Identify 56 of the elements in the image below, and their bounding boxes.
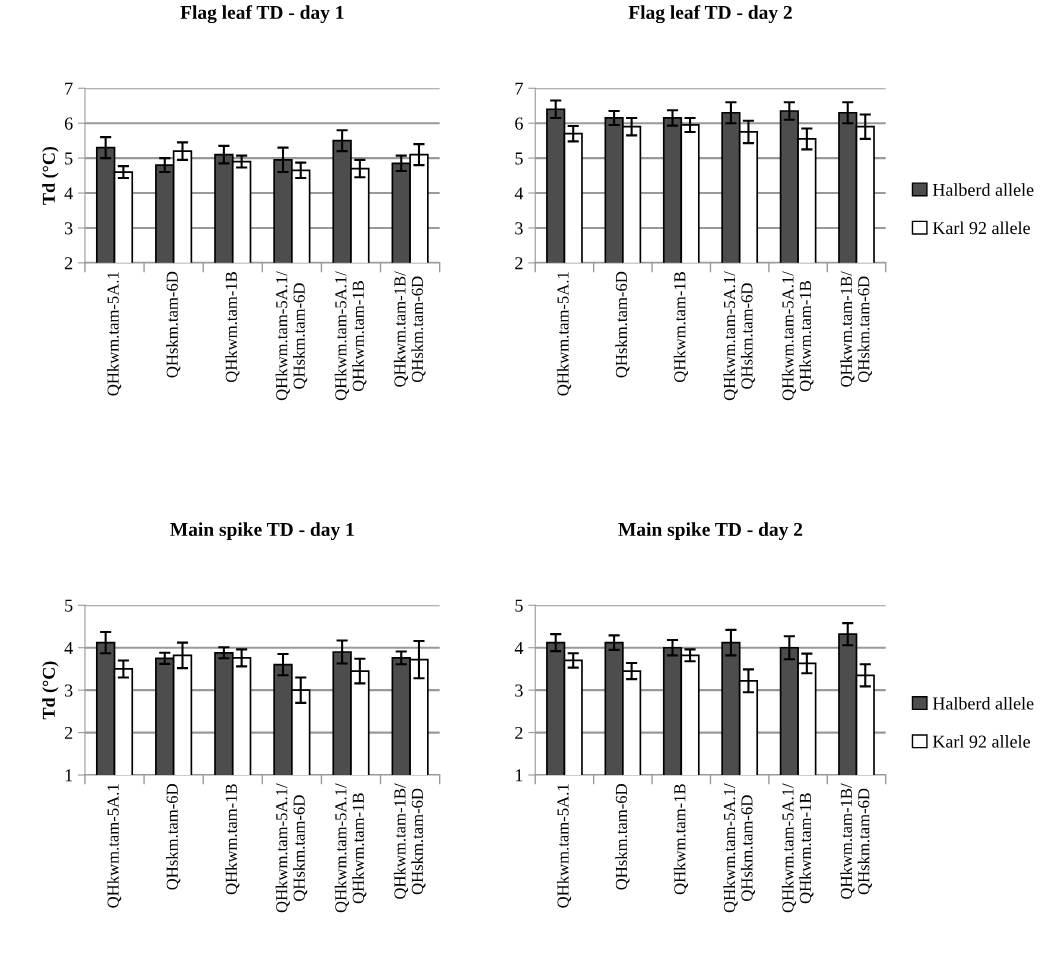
- y-tick-label: 2: [64, 726, 73, 739]
- x-tick-label: QHkwm.tam-5A.1/ QHkwm.tam-1B: [781, 783, 814, 913]
- y-tick-label: 3: [64, 222, 73, 235]
- y-tick-label: 7: [515, 82, 523, 95]
- y-axis-title: Td (°C): [42, 661, 59, 720]
- x-tick-label: QHkwm.tam-5A.1/ QHskm.tam-6D: [723, 783, 756, 913]
- x-tick-label: QHkwm.tam-5A.1: [556, 272, 572, 396]
- chart-title: Flag leaf TD - day 2: [628, 5, 792, 24]
- x-tick-label: QHkwm.tam-1B: [225, 272, 240, 383]
- x-tick-label: QHskm.tam-6D: [615, 271, 630, 378]
- x-tick-label: QHkwm.tam-1B: [225, 784, 240, 895]
- y-tick-label: 2: [515, 257, 523, 270]
- x-tick-label: QHkwm.tam-5A.1/ QHkwm.tam-1B: [781, 271, 814, 401]
- y-tick-label: 5: [65, 599, 73, 612]
- x-tick-label: QHkwm.tam-1B/ QHskm.tam-6D: [840, 271, 872, 387]
- y-tick-label: 7: [65, 82, 73, 95]
- y-tick-label: 1: [65, 769, 73, 782]
- y-tick-label: 2: [64, 257, 73, 270]
- y-tick-label: 2: [515, 726, 523, 739]
- legend-label: Karl 92 allele: [932, 221, 1030, 235]
- y-tick-label: 3: [515, 222, 523, 235]
- y-tick-label: 5: [65, 152, 73, 165]
- y-tick-label: 5: [515, 152, 523, 165]
- x-tick-label: QHkwm.tam-1B/ QHskm.tam-6D: [840, 783, 872, 899]
- x-tick-label: QHskm.tam-6D: [166, 784, 181, 890]
- y-tick-label: 4: [514, 642, 524, 654]
- x-tick-label: QHkwm.tam-5A.1/ QHskm.tam-6D: [275, 271, 308, 401]
- y-axis-title: Td (°C): [42, 146, 59, 205]
- x-tick-label: QHkwm.tam-1B: [673, 272, 688, 383]
- y-tick-label: 6: [515, 117, 523, 130]
- x-tick-label: QHkwm.tam-1B: [673, 784, 688, 895]
- x-tick-label: QHkwm.tam-5A.1/ QHskm.tam-6D: [723, 271, 756, 401]
- legend-label: Halberd allele: [932, 183, 1034, 196]
- x-tick-label: QHkwm.tam-1B/ QHskm.tam-6D: [393, 783, 426, 899]
- x-tick-label: QHkwm.tam-5A.1/ QHkwm.tam-1B: [334, 271, 367, 401]
- chart-title: Flag leaf TD - day 1: [180, 5, 344, 24]
- x-tick-label: QHskm.tam-6D: [615, 784, 630, 890]
- y-tick-label: 4: [64, 642, 73, 654]
- x-tick-label: QHskm.tam-6D: [166, 271, 181, 378]
- y-tick-label: 4: [514, 187, 524, 200]
- x-tick-label: QHkwm.tam-5A.1/ QHkwm.tam-1B: [334, 783, 367, 913]
- chart-title: Main spike TD - day 1: [170, 522, 354, 541]
- y-tick-label: 6: [64, 117, 73, 130]
- y-tick-label: 3: [515, 684, 523, 697]
- legend-label: Halberd allele: [932, 696, 1034, 710]
- y-tick-label: 4: [64, 187, 73, 200]
- x-tick-label: QHkwm.tam-5A.1: [556, 784, 572, 908]
- chart-title: Main spike TD - day 2: [618, 522, 803, 541]
- legend-label: Karl 92 allele: [932, 735, 1030, 748]
- x-tick-label: QHkwm.tam-1B/ QHskm.tam-6D: [393, 271, 426, 387]
- y-tick-label: 3: [64, 684, 73, 697]
- x-tick-label: QHkwm.tam-5A.1/ QHskm.tam-6D: [275, 783, 308, 913]
- x-tick-label: QHkwm.tam-5A.1: [106, 784, 122, 908]
- y-tick-label: 5: [515, 599, 523, 612]
- y-tick-label: 1: [516, 769, 523, 782]
- x-tick-label: QHkwm.tam-5A.1: [106, 272, 122, 396]
